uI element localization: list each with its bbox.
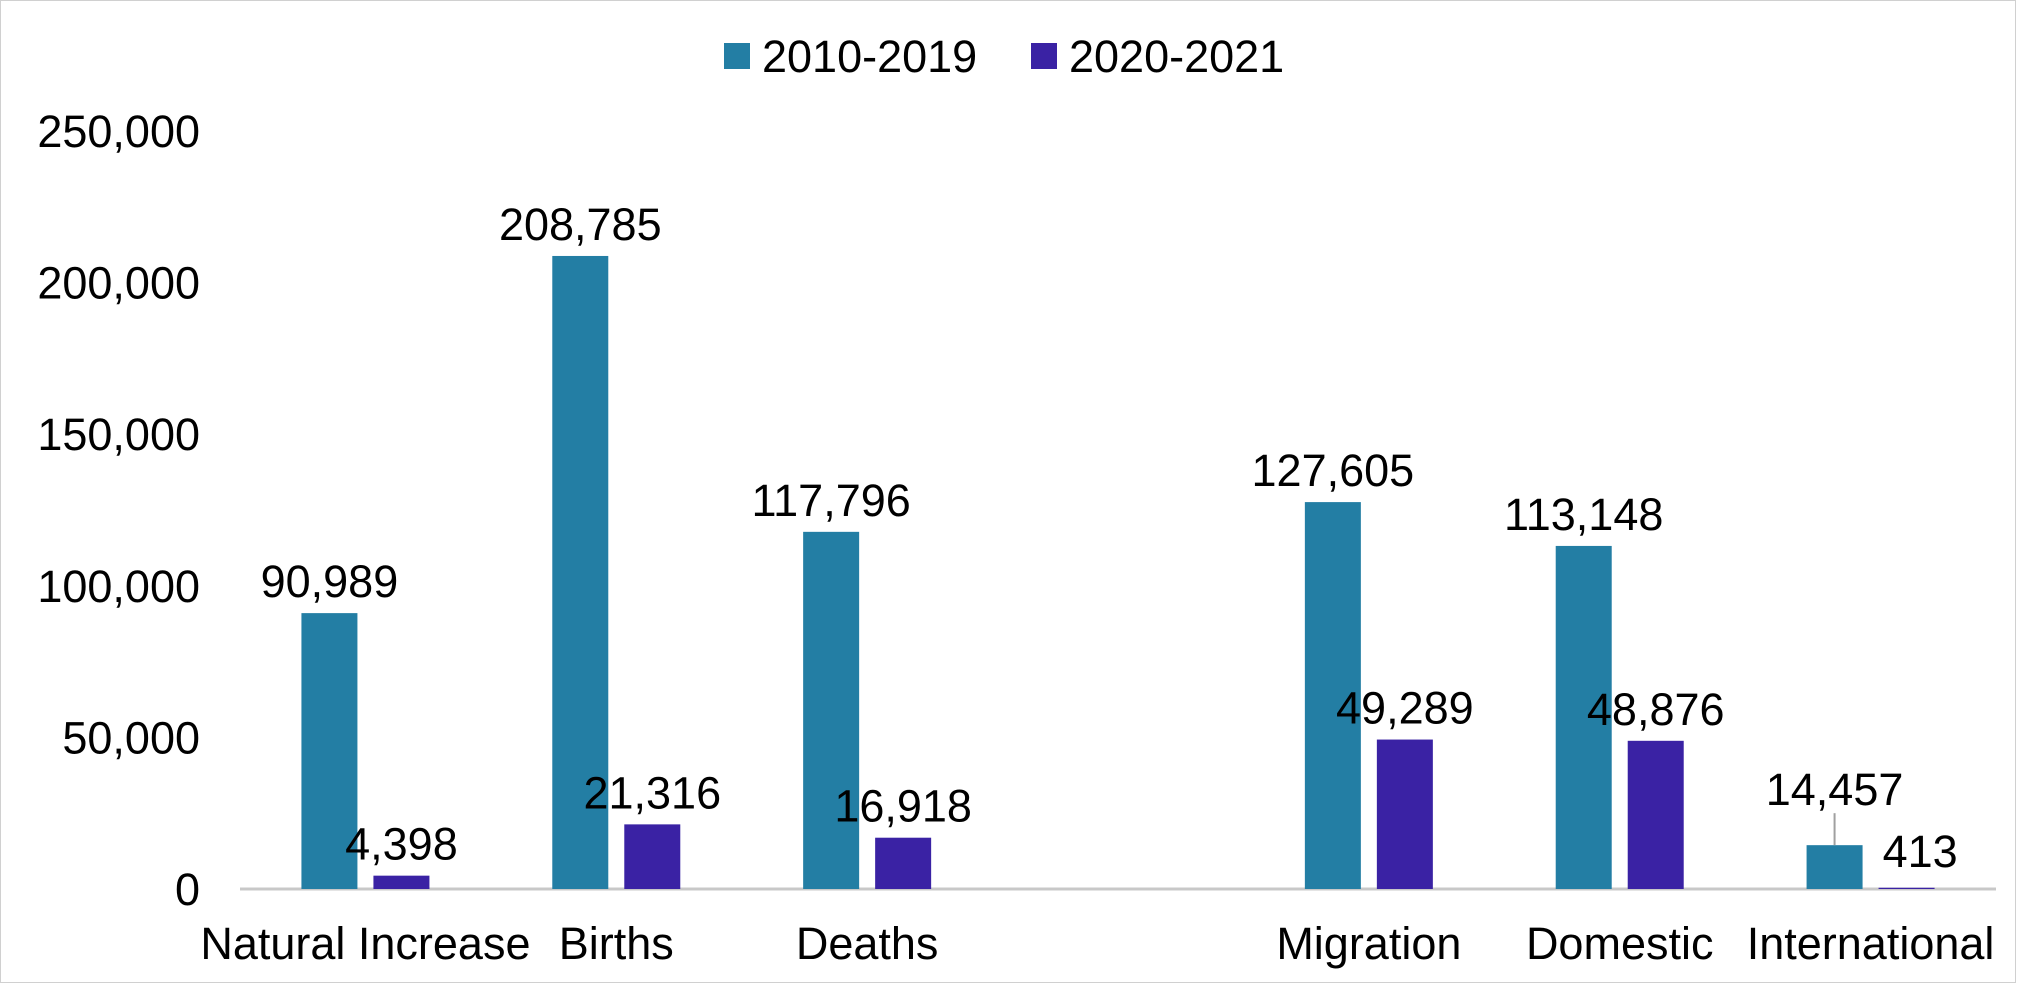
data-label: 48,876 — [1587, 684, 1725, 735]
data-label: 90,989 — [261, 556, 399, 607]
data-label: 208,785 — [499, 199, 662, 250]
category-label: Domestic — [1526, 918, 1714, 969]
bar-series2 — [373, 876, 429, 889]
data-label: 113,148 — [1504, 489, 1663, 540]
category-label: Migration — [1276, 918, 1461, 969]
y-tick-label: 100,000 — [37, 561, 200, 612]
bar-series2 — [1879, 888, 1935, 889]
data-label: 127,605 — [1252, 445, 1415, 496]
category-label: Births — [559, 918, 674, 969]
category-label: International — [1747, 918, 1995, 969]
bar-series2 — [1628, 741, 1684, 889]
data-label: 16,918 — [834, 781, 972, 832]
data-label: 117,796 — [751, 475, 910, 526]
data-label: 14,457 — [1766, 764, 1904, 815]
legend-swatch — [1031, 43, 1057, 69]
bar-series1 — [1807, 845, 1863, 889]
bar-series2 — [1377, 740, 1433, 889]
y-tick-label: 150,000 — [37, 409, 200, 460]
bar-series2 — [875, 838, 931, 889]
y-tick-label: 200,000 — [37, 258, 200, 309]
bar-series1 — [803, 532, 859, 889]
legend-swatch — [724, 43, 750, 69]
category-label: Natural Increase — [200, 918, 530, 969]
y-tick-label: 50,000 — [62, 712, 200, 763]
legend-label: 2010-2019 — [762, 31, 977, 82]
category-label: Deaths — [796, 918, 939, 969]
y-tick-label: 250,000 — [37, 106, 200, 157]
data-label: 21,316 — [583, 767, 721, 818]
data-label: 49,289 — [1336, 683, 1474, 734]
legend-label: 2020-2021 — [1069, 31, 1284, 82]
bar-series2 — [624, 824, 680, 889]
data-label: 413 — [1883, 826, 1958, 877]
y-tick-label: 0 — [175, 864, 200, 915]
data-label: 4,398 — [345, 819, 458, 870]
